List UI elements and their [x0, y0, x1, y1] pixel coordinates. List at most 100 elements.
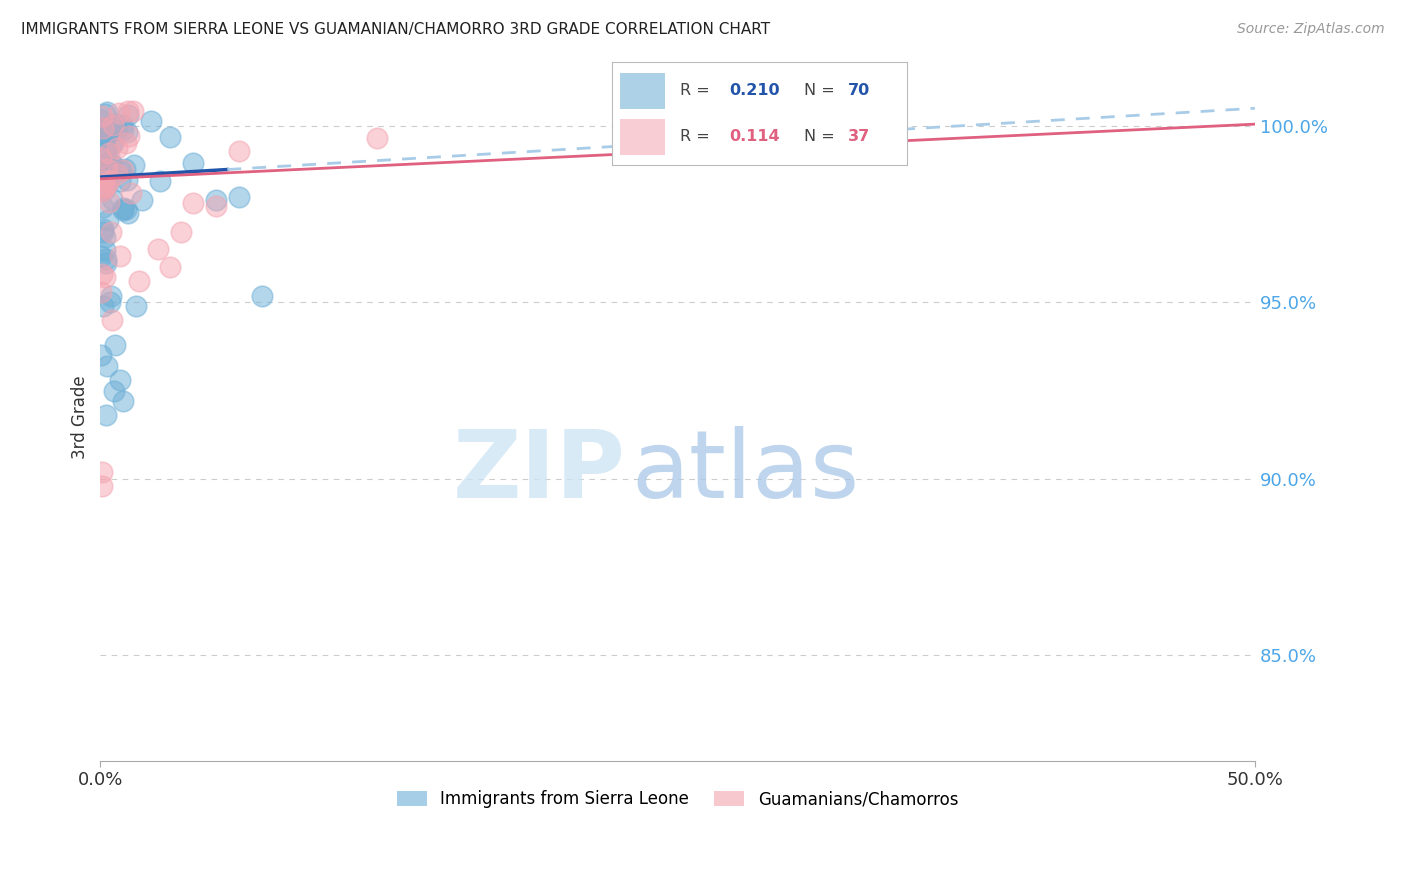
Point [100, 289, 122, 303]
Point [91, 222, 114, 236]
Point [91, 300, 114, 314]
Point [90, 267, 112, 281]
Point [111, 118, 134, 132]
Text: IMMIGRANTS FROM SIERRA LEONE VS GUAMANIAN/CHAMORRO 3RD GRADE CORRELATION CHART: IMMIGRANTS FROM SIERRA LEONE VS GUAMANIA… [21, 22, 770, 37]
Point [93, 181, 115, 195]
Point [170, 225, 193, 239]
Point [91, 184, 114, 198]
Point [111, 202, 134, 217]
Point [128, 274, 150, 288]
Point [115, 136, 138, 150]
Legend: Immigrants from Sierra Leone, Guamanians/Chamorros: Immigrants from Sierra Leone, Guamanians… [391, 783, 965, 814]
Point [149, 174, 172, 188]
Point [105, 122, 128, 136]
Point [146, 243, 169, 257]
Point [97, 174, 120, 188]
Text: 0.210: 0.210 [730, 83, 780, 97]
Text: N =: N = [804, 83, 839, 97]
Point [115, 173, 138, 187]
Point [98, 295, 121, 310]
Y-axis label: 3rd Grade: 3rd Grade [72, 376, 89, 458]
Point [117, 129, 139, 144]
Point [93, 269, 115, 284]
Point [96, 128, 118, 143]
Point [91, 200, 114, 214]
Point [141, 114, 163, 128]
Point [100, 225, 122, 239]
Point [97, 194, 120, 209]
Point [250, 288, 273, 302]
Point [98, 145, 121, 160]
Point [122, 158, 145, 172]
Point [101, 136, 124, 150]
Point [91, 225, 114, 239]
Point [93, 157, 115, 171]
Point [90, 348, 112, 362]
Point [90, 113, 112, 128]
Point [90, 178, 112, 192]
Point [110, 249, 132, 263]
Point [131, 193, 153, 207]
Point [105, 141, 128, 155]
Point [94, 182, 117, 196]
Point [159, 260, 181, 275]
Text: R =: R = [679, 128, 714, 144]
Point [111, 123, 134, 137]
Point [103, 117, 125, 131]
Point [114, 202, 136, 216]
Point [112, 162, 135, 177]
Point [93, 107, 115, 121]
Point [117, 108, 139, 122]
Point [90, 465, 112, 479]
Point [96, 359, 118, 373]
Text: N =: N = [804, 128, 839, 144]
Point [97, 175, 120, 189]
Point [94, 252, 117, 267]
Point [98, 125, 121, 139]
Point [90, 249, 112, 263]
Point [96, 145, 118, 159]
Point [114, 161, 136, 176]
Point [93, 173, 115, 187]
Point [96, 255, 118, 269]
Point [93, 152, 115, 166]
Point [94, 244, 117, 258]
Point [94, 170, 117, 185]
Point [91, 122, 114, 136]
Point [94, 178, 117, 193]
Point [110, 174, 132, 188]
Point [117, 125, 139, 139]
FancyBboxPatch shape [620, 73, 665, 109]
Point [121, 186, 143, 201]
Point [228, 144, 250, 158]
Point [100, 313, 122, 327]
Text: Source: ZipAtlas.com: Source: ZipAtlas.com [1237, 22, 1385, 37]
Text: ZIP: ZIP [453, 426, 626, 518]
Text: 0.114: 0.114 [730, 128, 780, 144]
Point [93, 169, 115, 184]
Point [91, 121, 114, 136]
Point [105, 167, 128, 181]
Point [204, 193, 226, 207]
FancyBboxPatch shape [620, 119, 665, 155]
Point [100, 137, 122, 152]
Point [94, 120, 117, 135]
Point [181, 155, 204, 169]
Point [94, 121, 117, 136]
Point [90, 109, 112, 123]
Point [101, 158, 124, 172]
Point [111, 394, 134, 409]
Point [121, 104, 143, 119]
Point [204, 199, 226, 213]
Point [91, 479, 114, 493]
Point [96, 161, 118, 176]
Point [97, 160, 120, 174]
Point [101, 162, 124, 177]
Point [110, 373, 132, 387]
Point [111, 201, 134, 215]
Point [181, 196, 204, 211]
Point [90, 151, 112, 165]
Text: atlas: atlas [631, 426, 859, 518]
Point [96, 127, 118, 141]
Point [93, 230, 115, 244]
